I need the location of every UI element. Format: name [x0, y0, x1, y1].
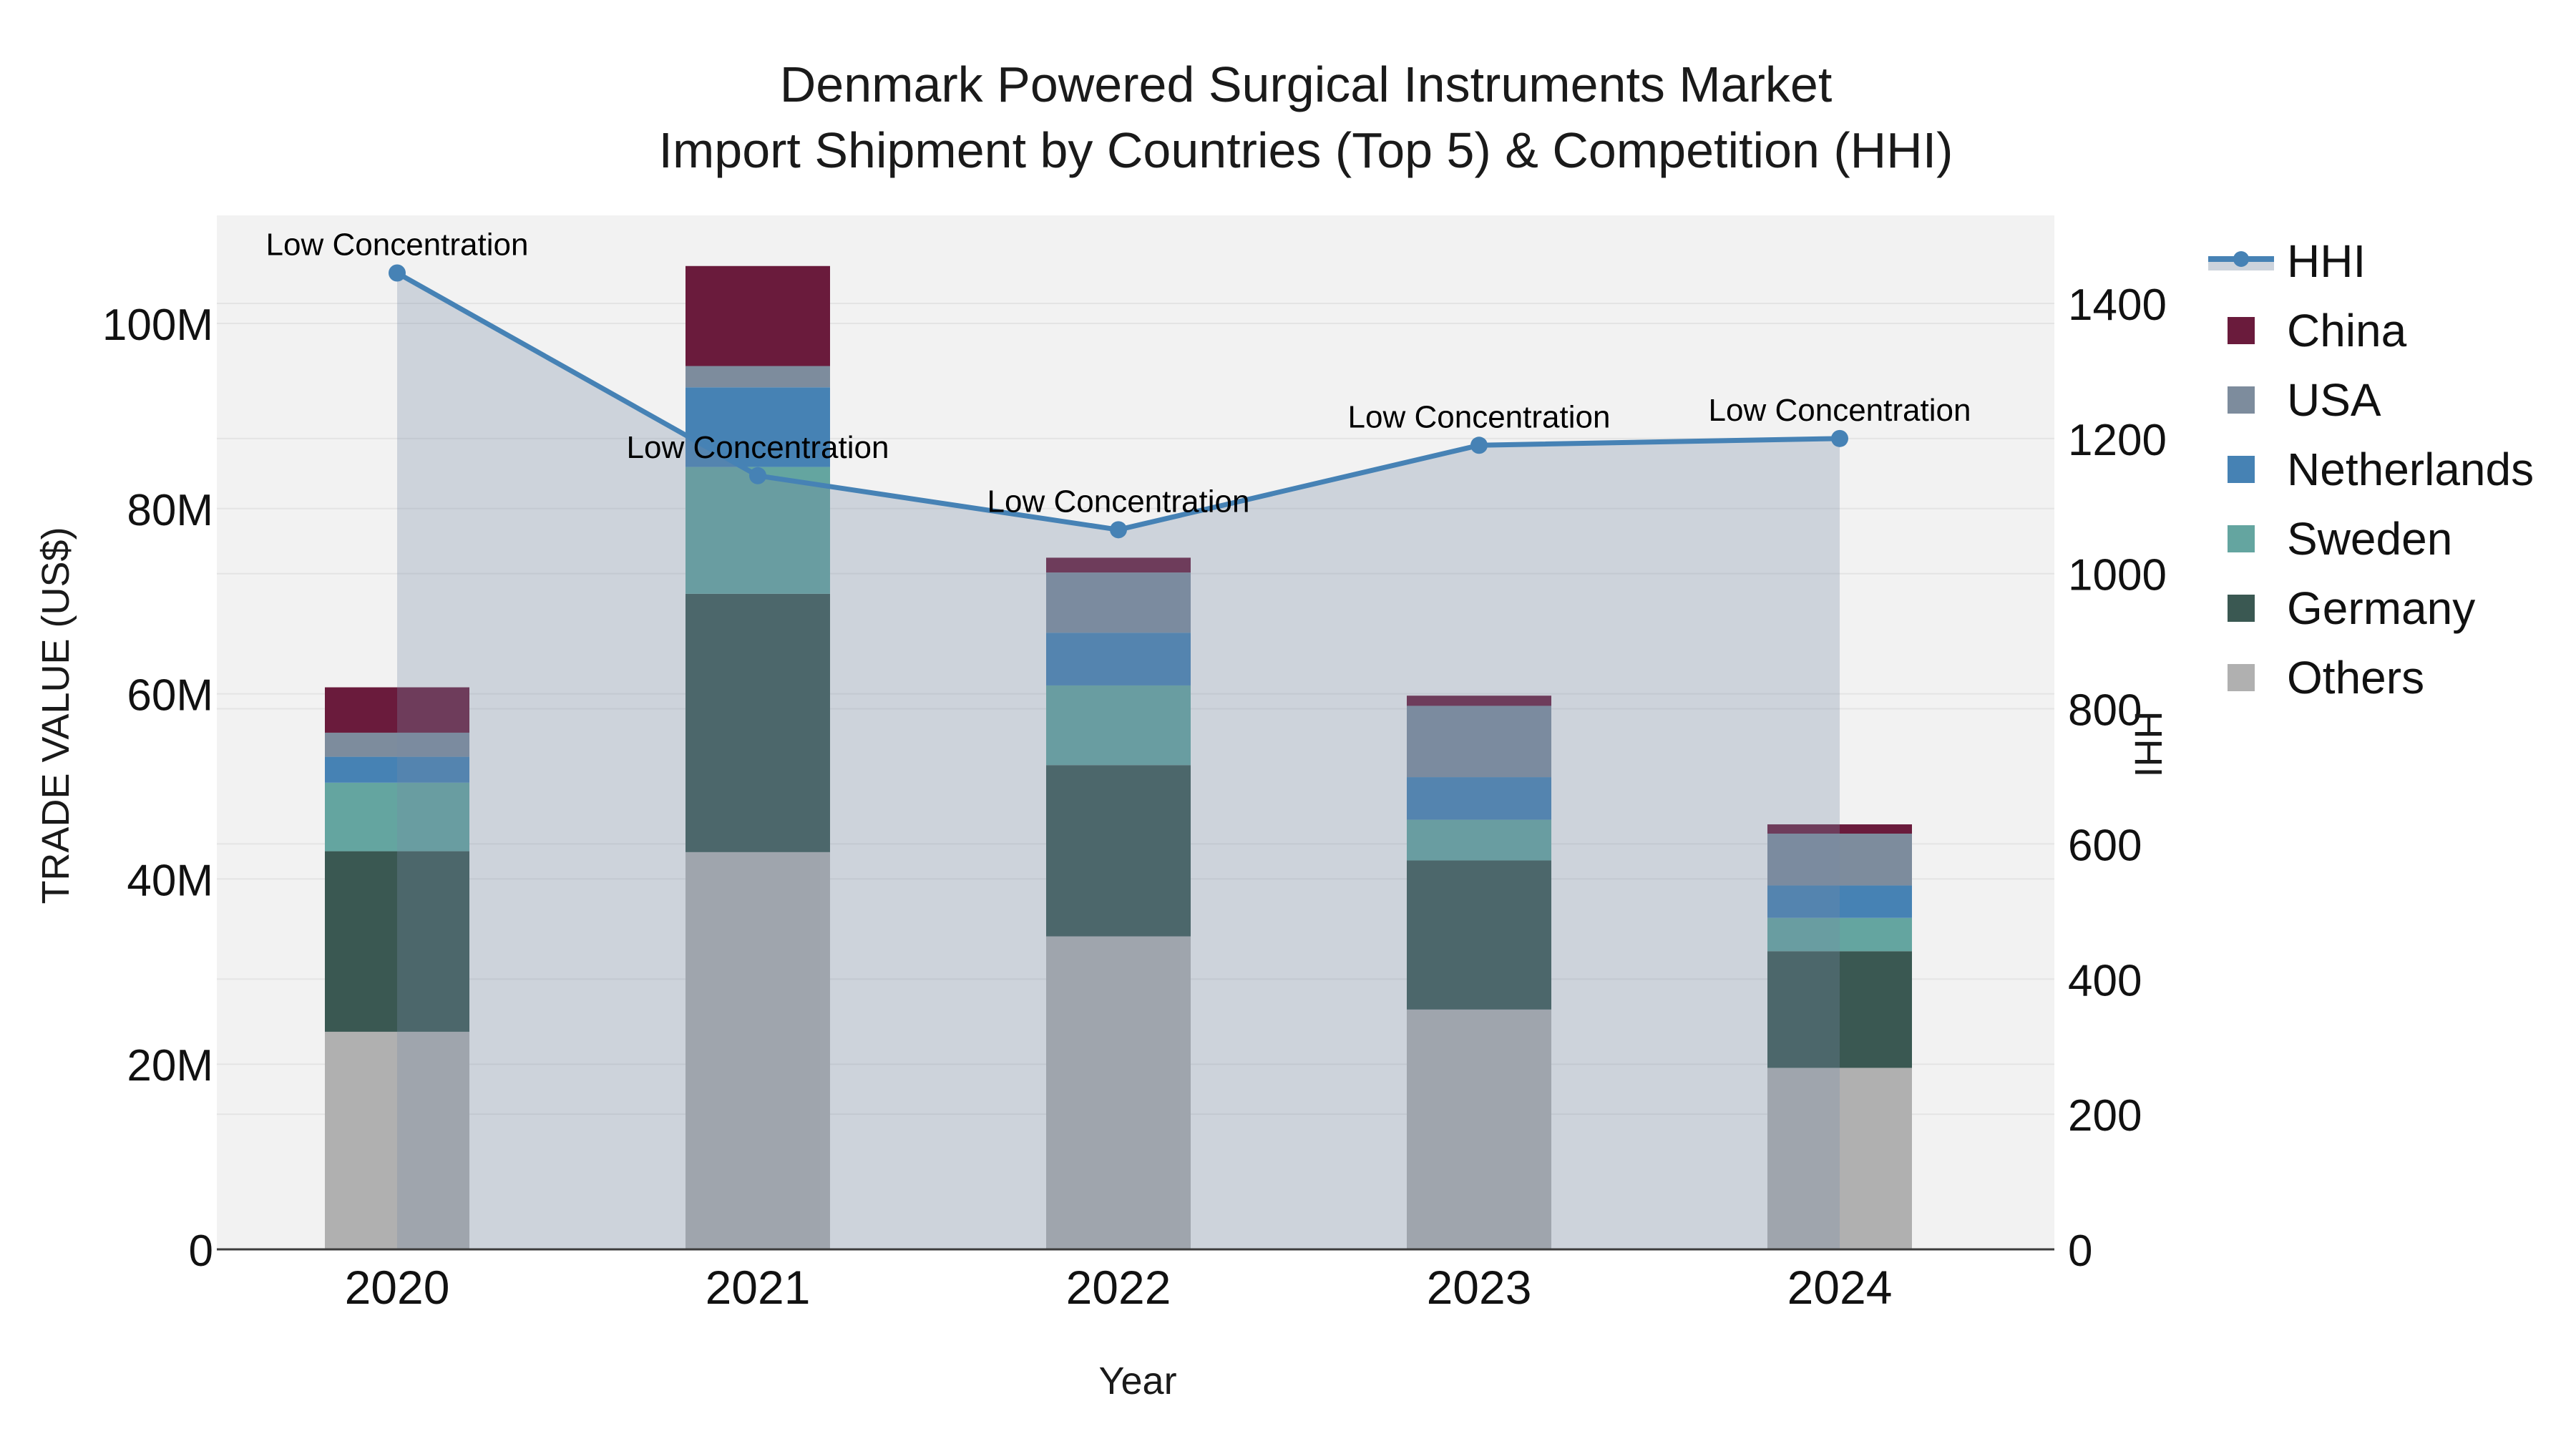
legend-item-others[interactable]: Others: [2208, 643, 2534, 712]
y-right-tick-1400: 1400: [2068, 280, 2167, 330]
y-right-tick-1000: 1000: [2068, 551, 2167, 600]
legend-swatch-others: [2208, 658, 2274, 698]
bar-segment-2023-usa[interactable]: [1407, 706, 1551, 778]
bar-segment-2024-china[interactable]: [1767, 824, 1912, 834]
color-swatch: [2228, 594, 2255, 622]
x-tick-2022: 2022: [1066, 1261, 1171, 1314]
legend-label: China: [2287, 304, 2407, 356]
bar-segment-2022-others[interactable]: [1046, 936, 1191, 1249]
x-tick-2021: 2021: [706, 1261, 811, 1314]
bar-segment-2021-china[interactable]: [686, 265, 830, 366]
annotation-2021: Low Concentration: [627, 430, 889, 465]
bar-segment-2024-sweden[interactable]: [1767, 917, 1912, 952]
bar-segment-2020-others[interactable]: [325, 1031, 469, 1249]
legend-swatch-china: [2208, 311, 2274, 351]
hhi-marker-2022[interactable]: [1110, 521, 1127, 539]
legend-line-marker: [2233, 250, 2249, 267]
hhi-marker-2024[interactable]: [1831, 429, 1848, 447]
y-left-tick-80M: 80M: [127, 486, 213, 535]
legend-item-germany[interactable]: Germany: [2208, 573, 2534, 643]
color-swatch: [2228, 386, 2255, 414]
y-right-tick-400: 400: [2068, 956, 2142, 1005]
y-right-tick-200: 200: [2068, 1091, 2142, 1141]
bar-segment-2020-germany[interactable]: [325, 851, 469, 1032]
bar-segment-2024-others[interactable]: [1767, 1068, 1912, 1249]
legend-item-usa[interactable]: USA: [2208, 365, 2534, 434]
y-left-tick-40M: 40M: [127, 856, 213, 905]
legend-line-symbol: [2208, 241, 2274, 281]
legend-label: Germany: [2287, 582, 2476, 634]
y-left-tick-100M: 100M: [102, 301, 213, 350]
bar-segment-2020-china[interactable]: [325, 687, 469, 733]
y-right-tick-0: 0: [2068, 1226, 2092, 1276]
legend-label: Netherlands: [2287, 443, 2534, 495]
annotation-2023: Low Concentration: [1348, 399, 1611, 434]
bar-segment-2022-netherlands[interactable]: [1046, 633, 1191, 686]
bar-segment-2023-germany[interactable]: [1407, 860, 1551, 1010]
color-swatch: [2228, 455, 2255, 483]
y-right-tick-800: 800: [2068, 686, 2142, 736]
annotation-2020: Low Concentration: [266, 227, 529, 262]
y-axis-title-right: HHI: [2127, 711, 2170, 778]
color-swatch: [2228, 316, 2255, 344]
bar-segment-2021-sweden[interactable]: [686, 467, 830, 594]
bar-segment-2024-usa[interactable]: [1767, 833, 1912, 886]
bar-segment-2022-sweden[interactable]: [1046, 685, 1191, 766]
color-swatch: [2228, 663, 2255, 691]
legend-item-china[interactable]: China: [2208, 296, 2534, 365]
legend-item-sweden[interactable]: Sweden: [2208, 504, 2534, 573]
bar-segment-2023-sweden[interactable]: [1407, 819, 1551, 861]
x-tick-2024: 2024: [1787, 1261, 1893, 1314]
x-axis-title: Year: [1098, 1360, 1177, 1402]
legend-label: USA: [2287, 374, 2381, 426]
legend-label: Sweden: [2287, 512, 2453, 565]
bar-segment-2021-others[interactable]: [686, 852, 830, 1249]
y-right-tick-1200: 1200: [2068, 416, 2167, 465]
annotation-2022: Low Concentration: [987, 484, 1250, 519]
color-swatch: [2228, 525, 2255, 552]
hhi-marker-2021[interactable]: [749, 467, 766, 484]
legend-swatch-germany: [2208, 588, 2274, 628]
x-tick-2020: 2020: [345, 1261, 450, 1314]
bar-segment-2023-others[interactable]: [1407, 1009, 1551, 1249]
bar-segment-2020-usa[interactable]: [325, 732, 469, 757]
bar-segment-2021-usa[interactable]: [686, 366, 830, 388]
hhi-area-fill: [397, 273, 1840, 1249]
y-axis-title-left: TRADE VALUE (US$): [34, 527, 77, 904]
annotation-2024: Low Concentration: [1709, 393, 1971, 428]
chart-title-line2: Import Shipment by Countries (Top 5) & C…: [658, 122, 1953, 178]
bar-segment-2022-china[interactable]: [1046, 557, 1191, 573]
y-left-tick-60M: 60M: [127, 671, 213, 721]
bar-segment-2024-germany[interactable]: [1767, 951, 1912, 1068]
legend-item-netherlands[interactable]: Netherlands: [2208, 434, 2534, 504]
legend-swatch-sweden: [2208, 519, 2274, 559]
legend: HHI China USA Netherlands Sweden Germany Other…: [2208, 226, 2534, 712]
bar-segment-2020-sweden[interactable]: [325, 782, 469, 852]
bar-segment-2024-netherlands[interactable]: [1767, 885, 1912, 918]
hhi-marker-2023[interactable]: [1470, 436, 1488, 454]
bar-segment-2021-germany[interactable]: [686, 593, 830, 852]
legend-label: Others: [2287, 651, 2425, 703]
hhi-marker-2020[interactable]: [389, 264, 406, 282]
y-left-tick-20M: 20M: [127, 1041, 213, 1091]
bar-segment-2021-netherlands[interactable]: [686, 387, 830, 467]
bar-segment-2022-usa[interactable]: [1046, 572, 1191, 633]
chart-title: Denmark Powered Surgical Instruments Mar…: [590, 52, 2021, 183]
legend-label: HHI: [2287, 235, 2366, 287]
bar-segment-2023-china[interactable]: [1407, 696, 1551, 706]
legend-swatch-usa: [2208, 380, 2274, 420]
chart-title-line1: Denmark Powered Surgical Instruments Mar…: [779, 57, 1833, 112]
y-right-tick-600: 600: [2068, 821, 2142, 870]
x-tick-2023: 2023: [1427, 1261, 1532, 1314]
bar-segment-2020-netherlands[interactable]: [325, 756, 469, 783]
bar-segment-2022-germany[interactable]: [1046, 765, 1191, 937]
legend-swatch-netherlands: [2208, 449, 2274, 489]
bar-segment-2023-netherlands[interactable]: [1407, 777, 1551, 820]
y-left-tick-0: 0: [189, 1226, 213, 1276]
legend-item-hhi[interactable]: HHI: [2208, 226, 2534, 296]
